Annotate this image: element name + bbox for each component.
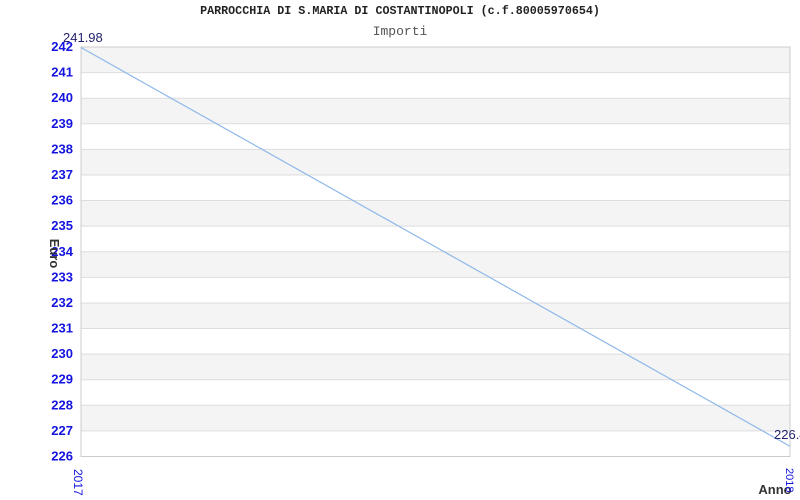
- svg-text:2018: 2018: [783, 468, 795, 492]
- svg-text:238: 238: [51, 141, 73, 156]
- svg-text:231: 231: [51, 321, 73, 336]
- svg-text:240: 240: [51, 90, 73, 105]
- svg-text:226.4: 226.4: [774, 427, 800, 442]
- svg-text:236: 236: [51, 193, 73, 208]
- svg-text:230: 230: [51, 346, 73, 361]
- svg-text:228: 228: [51, 397, 73, 412]
- svg-text:227: 227: [51, 423, 73, 438]
- svg-text:241: 241: [51, 65, 73, 80]
- svg-text:233: 233: [51, 269, 73, 284]
- svg-text:226: 226: [51, 449, 73, 464]
- svg-text:232: 232: [51, 295, 73, 310]
- svg-text:235: 235: [51, 218, 73, 233]
- svg-text:2017: 2017: [71, 469, 85, 496]
- svg-text:Euro: Euro: [47, 239, 62, 269]
- svg-text:237: 237: [51, 167, 73, 182]
- svg-text:239: 239: [51, 116, 73, 131]
- svg-text:229: 229: [51, 372, 73, 387]
